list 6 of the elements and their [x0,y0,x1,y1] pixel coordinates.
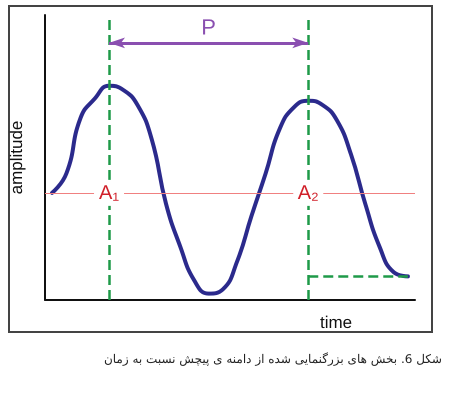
x-axis-title: time [320,313,352,332]
annotation: A₁ [98,182,120,204]
text: P [201,14,216,40]
annotation: A₂ [298,182,319,204]
text: شکل 6. بخش های بزرگنمایی شده از دامنه ی پیچش نسبت به زمان [102,352,442,366]
y-axis-title: amplitude [7,120,26,194]
